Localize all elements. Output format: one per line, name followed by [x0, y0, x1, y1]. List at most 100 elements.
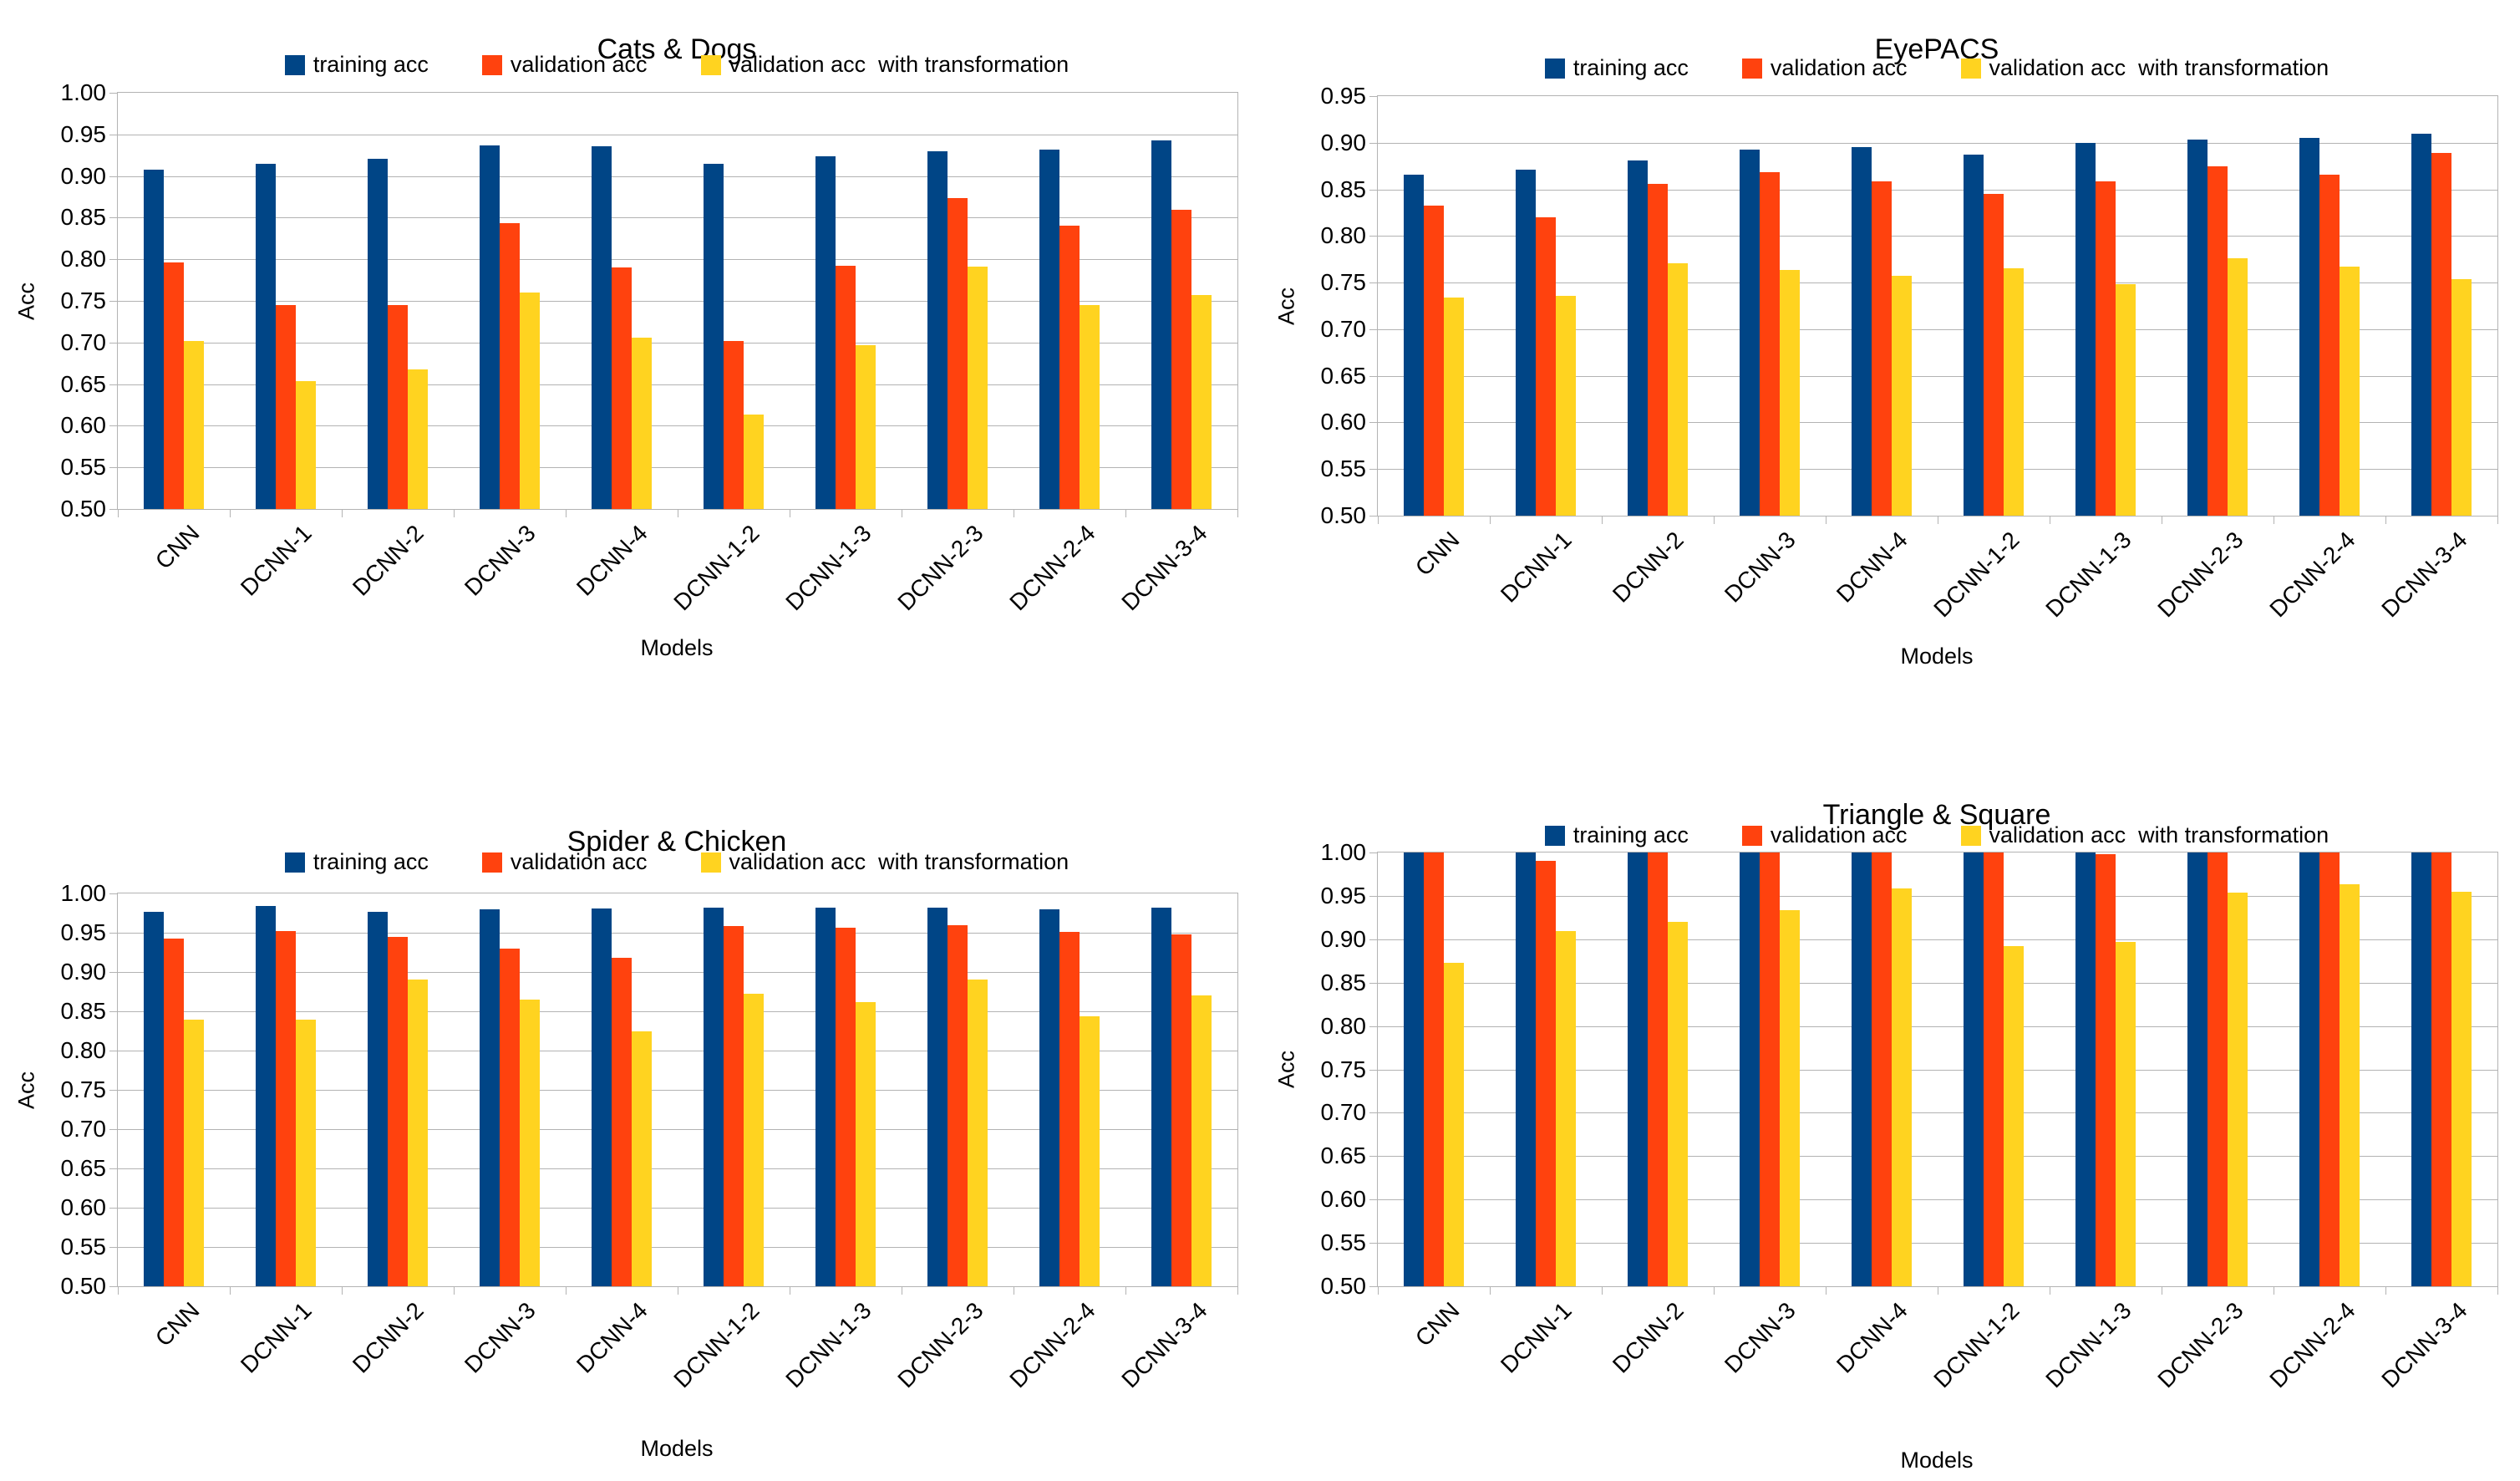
y-tick-mark: [1369, 852, 1378, 853]
y-tick-mark: [109, 93, 118, 94]
gridline: [1378, 1112, 2497, 1114]
y-tick-label: 1.00: [60, 79, 107, 105]
bar-validation: [1424, 852, 1444, 1286]
x-category-label: DCNN-2-4: [1004, 520, 1101, 616]
gridline: [118, 1247, 1237, 1248]
bar-group: [902, 93, 1014, 509]
y-tick-label: 0.95: [1320, 882, 1367, 908]
legend-swatch-training: [284, 54, 305, 75]
bar-validation: [724, 926, 744, 1286]
bar-training: [1628, 852, 1648, 1286]
bar-validation-transform: [856, 1001, 876, 1286]
bar-training: [1516, 852, 1536, 1286]
x-category-label: DCNN-2-3: [892, 1297, 989, 1393]
x-category-label: DCNN-1: [1496, 527, 1578, 608]
bar-training: [368, 911, 388, 1286]
bar-training: [2075, 852, 2096, 1286]
gridline: [118, 176, 1237, 177]
y-tick-mark: [1369, 516, 1378, 517]
bar-validation: [388, 304, 408, 509]
legend-item-validation-transform: validation acc with transformation: [700, 849, 1069, 875]
y-tick-mark: [1369, 1026, 1378, 1027]
x-tick-mark: [454, 509, 455, 517]
x-category-label: DCNN-2-4: [1004, 1297, 1101, 1393]
bar-validation: [1171, 934, 1191, 1286]
legend-label: validation acc with transformation: [729, 849, 1069, 874]
bar-training: [1964, 155, 1984, 516]
gridline: [1378, 1156, 2497, 1158]
x-tick-mark: [1378, 516, 1379, 524]
y-tick-mark: [1369, 236, 1378, 237]
bar-validation: [388, 936, 408, 1286]
y-tick-mark: [109, 342, 118, 344]
bar-training: [815, 155, 836, 509]
legend-label: training acc: [1572, 822, 1689, 847]
y-tick-label: 0.80: [1320, 222, 1367, 249]
legend-label: training acc: [312, 52, 429, 77]
chart-triangle-and-square: Triangle & Square training acc validation…: [1260, 740, 2520, 1481]
x-category-label: DCNN-4: [572, 1297, 653, 1378]
x-tick-mark: [1602, 1286, 1603, 1295]
x-category-label: CNN: [150, 520, 206, 574]
y-tick-mark: [1369, 1199, 1378, 1201]
y-tick-label: 0.70: [1320, 1099, 1367, 1126]
legend: training acc validation acc validation acc…: [1377, 822, 2497, 848]
plot-area: 1.00 0.95 0.90 0.85 0.80 0.75 0.70 0.65 0.60 0.55…: [1321, 839, 2498, 1299]
bar-validation: [164, 262, 184, 509]
y-tick-mark: [1369, 1069, 1378, 1071]
bar-training: [1852, 147, 1872, 516]
bar-validation: [164, 938, 184, 1286]
legend-item-training: training acc: [284, 52, 429, 78]
bar-validation: [612, 267, 632, 509]
bar-validation-transform: [1668, 262, 1688, 516]
x-category-label: DCNN-2: [1608, 1297, 1689, 1378]
bar-group: [1714, 96, 1826, 516]
gridline: [118, 1129, 1237, 1130]
bar-training: [480, 145, 500, 509]
bar-training: [2299, 852, 2319, 1286]
bar-validation-transform: [1892, 276, 1912, 516]
x-tick-mark: [2497, 1286, 2498, 1295]
x-category-label: DCNN-2: [348, 520, 429, 601]
gridline: [118, 301, 1237, 302]
y-tick-label: 0.90: [1320, 129, 1367, 155]
bar-validation-transform: [2004, 946, 2024, 1286]
bar-training: [1852, 852, 1872, 1286]
gridline: [118, 259, 1237, 261]
bar-training: [815, 907, 836, 1286]
y-tick-mark: [109, 384, 118, 385]
legend-label: training acc: [1572, 55, 1689, 80]
legend-swatch-training: [1544, 825, 1565, 846]
bar-validation: [2096, 181, 2116, 516]
bar-validation-transform: [1780, 909, 1800, 1286]
legend: training acc validation acc validation acc…: [1377, 55, 2497, 81]
y-tick-label: 0.85: [60, 998, 107, 1024]
x-axis-title: Models: [1900, 1448, 1974, 1473]
bar-group: [118, 893, 230, 1286]
bar-training: [2187, 140, 2208, 516]
bar-validation-transform: [520, 293, 540, 509]
bar-group: [1378, 852, 1490, 1286]
bar-validation: [1872, 852, 1892, 1286]
bar-group: [2385, 852, 2497, 1286]
bar-validation: [612, 958, 632, 1286]
y-tick-label: 0.75: [1320, 1056, 1367, 1082]
gridline: [1378, 375, 2497, 377]
bar-validation-transform: [1556, 931, 1576, 1286]
gridline: [1378, 982, 2497, 984]
bar-group: [1826, 852, 1938, 1286]
bar-validation-transform: [2340, 267, 2360, 516]
x-category-label: DCNN-4: [572, 520, 653, 601]
gridline: [118, 933, 1237, 934]
y-tick-mark: [109, 217, 118, 219]
x-tick-mark: [1714, 516, 1715, 524]
legend-item-validation-transform: validation acc with transformation: [1960, 822, 2329, 848]
x-axis-title: Models: [640, 1436, 714, 1461]
x-tick-mark: [118, 509, 119, 517]
bar-training: [1516, 170, 1536, 516]
legend-item-training: training acc: [284, 849, 429, 875]
x-category-label: DCNN-3: [460, 520, 541, 601]
legend-item-validation: validation acc: [1741, 55, 1908, 81]
x-tick-mark: [2497, 516, 2498, 524]
bar-training: [592, 908, 612, 1286]
